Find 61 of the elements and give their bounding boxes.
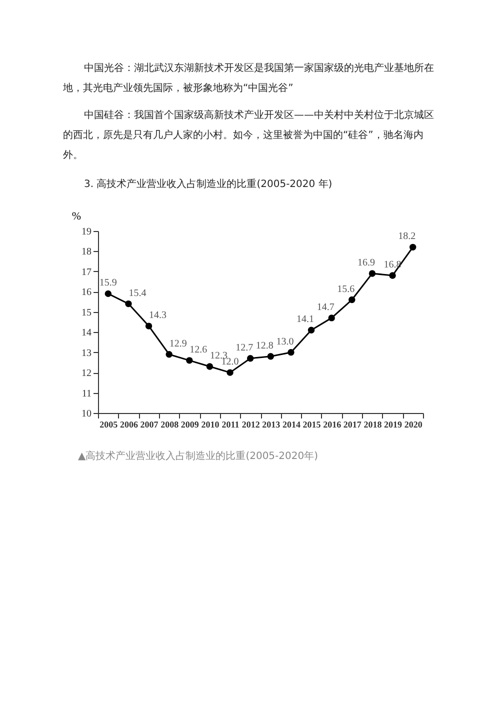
point [226, 369, 234, 376]
y-tick-label: 17 [82, 266, 92, 278]
y-tick-label: 19 [82, 226, 92, 238]
x-tick-label: 2012 [242, 420, 260, 430]
x-tick-label: 2017 [343, 420, 362, 430]
x-tick-label: 2007 [140, 420, 159, 430]
point [246, 355, 254, 362]
y-tick-label: 18 [82, 246, 92, 258]
point [125, 300, 132, 308]
x-tick-label: 2014 [282, 420, 301, 430]
data-label: 12.7 [236, 342, 254, 354]
data-label: 18.2 [398, 231, 416, 242]
x-tick-label: 2010 [201, 420, 220, 430]
data-label: 14.3 [149, 310, 167, 322]
data-label: 14.1 [296, 314, 314, 326]
point [368, 270, 376, 277]
y-tick-label: 14 [82, 328, 92, 339]
point [206, 363, 214, 370]
data-label: 13.0 [276, 336, 294, 348]
x-tick-label: 2008 [160, 420, 180, 430]
y-tick-label: 15 [82, 307, 92, 318]
point [186, 357, 193, 364]
y-tick-label: 16 [82, 287, 92, 298]
point [389, 272, 396, 279]
text: 中国硅谷：我国首个国家级高新技术产业开发区——中关村中关村位于北京城区的西北，原先是只有几户人家的小村。如今，这里被誉为中国的“硅谷”，驰名海内外。 [63, 109, 434, 161]
x-tick-label: 2009 [180, 420, 200, 430]
point [104, 290, 112, 298]
x-tick-label: 2013 [262, 420, 281, 430]
y-axis-title: % [72, 210, 82, 222]
text: 中国光谷：湖北武汉东湖新技术开发区是我国第一家国家级的光电产业基地所在地，其光电产业领先国际，被形象地称为“中国光谷” [62, 62, 434, 94]
x-tick-label: 2015 [302, 420, 322, 430]
chart-title: 3. 高技术产业营业收入占制造业的比重(2005-2020 年) [84, 178, 332, 190]
point [145, 322, 152, 330]
point [348, 296, 356, 304]
data-label: 15.6 [337, 284, 355, 295]
data-label: 15.9 [99, 278, 117, 289]
x-tick-label: 2019 [384, 420, 403, 430]
text: ▲高技术产业营业收入占制造业的比重(2005-2020年) [78, 450, 318, 462]
x-tick-label: 2020 [404, 420, 423, 430]
point [288, 348, 294, 356]
point [308, 326, 315, 334]
y-tick-label: 11 [82, 388, 92, 400]
data-label: 12.6 [190, 344, 208, 356]
x-tick-label: 2005 [100, 420, 118, 430]
point [409, 244, 416, 251]
data-label: 12.8 [256, 340, 274, 352]
y-tick-label: 13 [82, 348, 92, 359]
data-label: 14.7 [316, 302, 334, 313]
data-label: 12.0 [221, 356, 239, 368]
x-tick-label: 2016 [323, 420, 342, 430]
x-tick-label: 2006 [120, 420, 138, 430]
y-tick-label: 10 [82, 408, 92, 420]
y-tick-label: 12 [82, 368, 92, 380]
data-label: 15.4 [128, 288, 146, 299]
x-tick-label: 2018 [364, 420, 382, 430]
point [267, 353, 274, 360]
point [328, 314, 335, 322]
point [166, 351, 172, 358]
data-label: 16.9 [357, 257, 375, 268]
data-label: 12.9 [169, 338, 187, 350]
x-tick-label: 2011 [222, 420, 240, 430]
